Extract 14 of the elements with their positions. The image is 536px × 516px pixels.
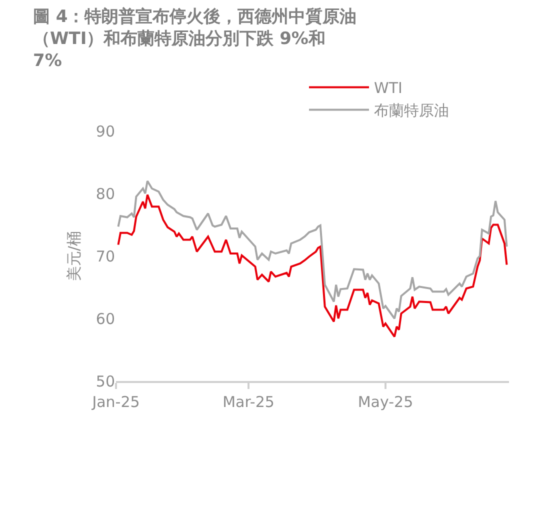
chart-title: 圖 4：特朗普宣布停火後，西德州中質原油（WTI）和布蘭特原油分別下跌 9%和 7% <box>33 6 357 72</box>
y-tick-label: 60 <box>96 310 115 328</box>
y-tick-label: 90 <box>96 122 115 140</box>
legend-label: 布蘭特原油 <box>374 102 449 120</box>
y-tick-label: 70 <box>96 247 115 266</box>
x-tick-label: Jan-25 <box>91 393 140 411</box>
line-series <box>117 194 508 338</box>
y-tick-label: 80 <box>96 184 115 203</box>
y-tick-label: 50 <box>96 372 115 390</box>
line-series <box>117 180 508 320</box>
legend-label: WTI <box>374 79 402 98</box>
x-tick-label: May-25 <box>358 393 414 411</box>
x-tick-label: Mar-25 <box>222 393 274 411</box>
y-axis-title: 美元/桶 <box>65 230 84 282</box>
